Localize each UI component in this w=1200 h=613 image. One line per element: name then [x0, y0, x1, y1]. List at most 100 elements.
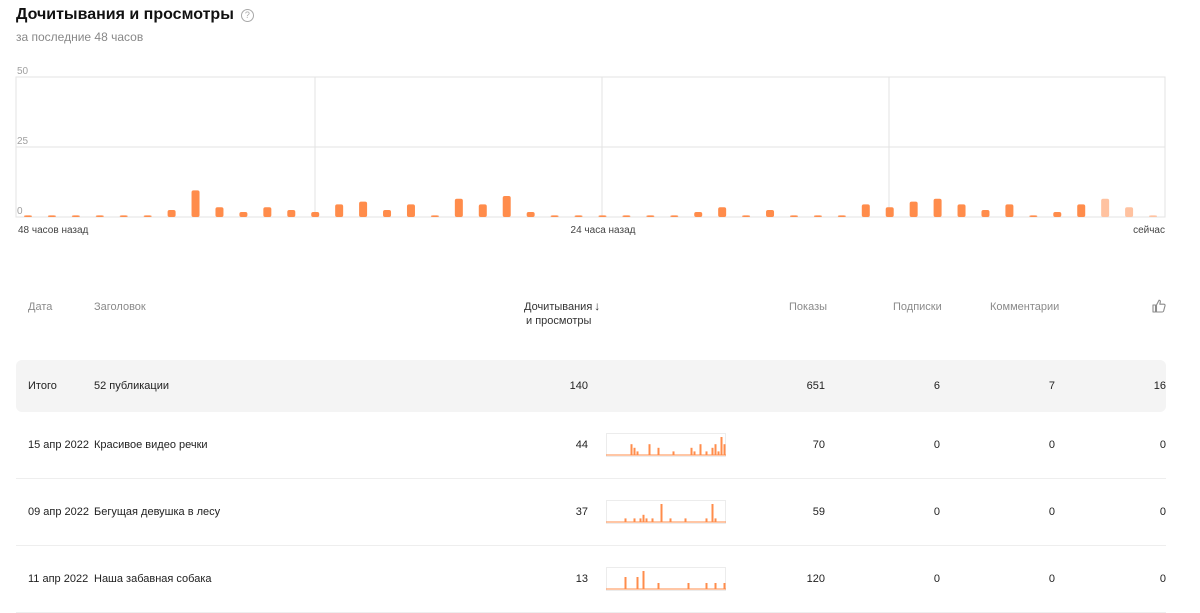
- chart-bar[interactable]: [574, 215, 583, 217]
- chart-bar[interactable]: [885, 207, 894, 217]
- publications-table: Дата Заголовок Дочитывания ↓ и просмотры …: [16, 285, 1166, 613]
- row-date: 09 апр 2022: [28, 506, 90, 518]
- chart-bar[interactable]: [95, 215, 104, 217]
- row-date: 11 апр 2022: [28, 573, 89, 585]
- chart-bar[interactable]: [406, 204, 415, 217]
- chart-bar[interactable]: [143, 215, 152, 217]
- chart-bar[interactable]: [1005, 204, 1014, 217]
- col-comments[interactable]: Комментарии: [990, 301, 1060, 313]
- chart-bar[interactable]: [478, 204, 487, 217]
- chart-bar[interactable]: [1149, 215, 1158, 217]
- chart-bar[interactable]: [598, 215, 607, 217]
- chart-bar[interactable]: [167, 210, 176, 217]
- sparkline-bar: [687, 583, 690, 589]
- row-likes: 0: [1159, 506, 1166, 518]
- chart-bar[interactable]: [694, 211, 703, 217]
- total-publications: 52 публикации: [94, 380, 170, 392]
- row-reads: 13: [575, 573, 588, 585]
- col-shows[interactable]: Показы: [789, 301, 828, 313]
- chart-bar[interactable]: [909, 201, 918, 217]
- thumbs-up-icon[interactable]: [1152, 299, 1166, 316]
- chart-bar[interactable]: [766, 210, 775, 217]
- sparkline-bar: [636, 451, 639, 455]
- chart-bar[interactable]: [526, 211, 535, 217]
- sparkline-bar: [720, 437, 723, 455]
- chart-bar[interactable]: [335, 204, 344, 217]
- row-title[interactable]: Красивое видео речки: [94, 439, 208, 451]
- col-reads-label-2: и просмотры: [526, 315, 592, 327]
- col-subs[interactable]: Подписки: [893, 301, 942, 313]
- row-comments: 0: [1048, 439, 1055, 451]
- sparkline-bar: [660, 504, 663, 522]
- chart-bar[interactable]: [742, 215, 751, 217]
- chart-bar[interactable]: [359, 201, 368, 217]
- row-likes: 0: [1159, 439, 1166, 451]
- chart-bar[interactable]: [239, 211, 248, 217]
- row-reads: 44: [575, 439, 588, 451]
- row-subs: 0: [933, 573, 940, 585]
- chart-bar[interactable]: [646, 215, 655, 217]
- row-shows: 70: [812, 439, 825, 451]
- table-row[interactable]: 09 апр 2022 Бегущая девушка в лесу 37 59…: [16, 479, 1166, 546]
- chart-bar[interactable]: [861, 204, 870, 217]
- chart-bar[interactable]: [789, 215, 798, 217]
- chart-bar[interactable]: [383, 210, 392, 217]
- chart-bar[interactable]: [670, 215, 679, 217]
- sparkline-bar: [648, 444, 651, 455]
- row-sparkline: [606, 567, 726, 591]
- chart-bar[interactable]: [550, 215, 559, 217]
- chart-bar[interactable]: [430, 215, 439, 217]
- row-title[interactable]: Наша забавная собака: [94, 573, 212, 585]
- chart-bar[interactable]: [263, 207, 272, 217]
- row-title[interactable]: Бегущая девушка в лесу: [94, 506, 221, 518]
- header: Дочитывания и просмотры ?: [16, 6, 254, 24]
- sparkline-frame: [606, 433, 726, 457]
- row-shows: 120: [806, 573, 825, 585]
- table-row[interactable]: 11 апр 2022 Наша забавная собака 13 120 …: [16, 546, 1166, 613]
- sparkline-bar: [672, 451, 675, 455]
- sparkline-bar: [690, 447, 693, 455]
- col-reads[interactable]: Дочитывания ↓ и просмотры: [524, 299, 600, 328]
- chart-bar[interactable]: [837, 215, 846, 217]
- row-likes: 0: [1159, 573, 1166, 585]
- sparkline-bar: [657, 583, 660, 589]
- sparkline-bar: [714, 444, 717, 455]
- col-date[interactable]: Дата: [28, 301, 53, 313]
- page-title: Дочитывания и просмотры: [16, 6, 234, 23]
- sparkline-bar: [657, 447, 660, 455]
- sparkline-bar: [669, 518, 672, 522]
- chart-bar[interactable]: [981, 210, 990, 217]
- chart-bar[interactable]: [718, 207, 727, 217]
- table-row[interactable]: 15 апр 2022 Красивое видео речки 44 70 0…: [16, 412, 1166, 479]
- chart-bar[interactable]: [23, 215, 32, 217]
- chart-bar[interactable]: [1029, 215, 1038, 217]
- chart-bar[interactable]: [215, 207, 224, 217]
- chart-bar[interactable]: [71, 215, 80, 217]
- chart-bar[interactable]: [933, 198, 942, 217]
- sparkline-bar: [705, 583, 708, 589]
- chart-bar[interactable]: [191, 190, 200, 217]
- chart-bar[interactable]: [1053, 211, 1062, 217]
- x-tick-label: 48 часов назад: [18, 225, 89, 236]
- row-subs: 0: [933, 439, 940, 451]
- question-circle-icon[interactable]: ?: [240, 8, 254, 22]
- total-reads: 140: [569, 380, 588, 392]
- chart-bar[interactable]: [622, 215, 631, 217]
- col-title[interactable]: Заголовок: [94, 301, 146, 313]
- sparkline-bar: [711, 504, 714, 522]
- chart-bar[interactable]: [813, 215, 822, 217]
- chart-bar[interactable]: [1077, 204, 1086, 217]
- views-bar-chart: 50 25 0 48 часов назад 24 часа назад сейчас: [15, 66, 1166, 236]
- chart-bar[interactable]: [1101, 198, 1110, 217]
- chart-bar[interactable]: [287, 210, 296, 217]
- chart-bar[interactable]: [47, 215, 56, 217]
- chart-bar[interactable]: [311, 211, 320, 217]
- chart-bar[interactable]: [502, 196, 511, 217]
- table-header: Дата Заголовок Дочитывания ↓ и просмотры …: [16, 285, 1166, 345]
- chart-bar[interactable]: [957, 204, 966, 217]
- chart-bar[interactable]: [119, 215, 128, 217]
- chart-bar[interactable]: [1125, 207, 1134, 217]
- row-reads: 37: [575, 506, 588, 518]
- sparkline-bar: [633, 518, 636, 522]
- chart-bar[interactable]: [454, 198, 463, 217]
